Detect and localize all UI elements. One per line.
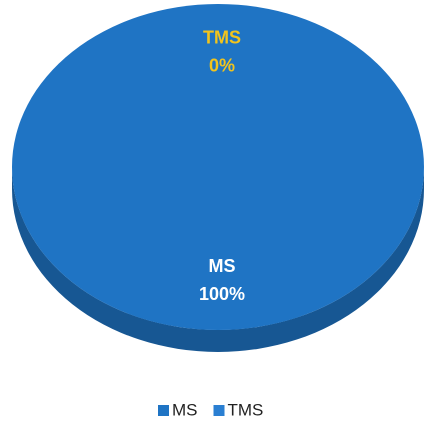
data-label-name: TMS <box>203 28 241 48</box>
legend-swatch <box>213 405 225 416</box>
legend-label: TMS <box>228 400 264 419</box>
pie-slice <box>12 4 424 330</box>
data-label-value: 0% <box>209 56 235 76</box>
legend-swatch <box>158 405 169 416</box>
data-label-name: MS <box>209 256 236 276</box>
data-label-value: 100% <box>199 284 245 304</box>
legend-label: MS <box>172 400 198 419</box>
